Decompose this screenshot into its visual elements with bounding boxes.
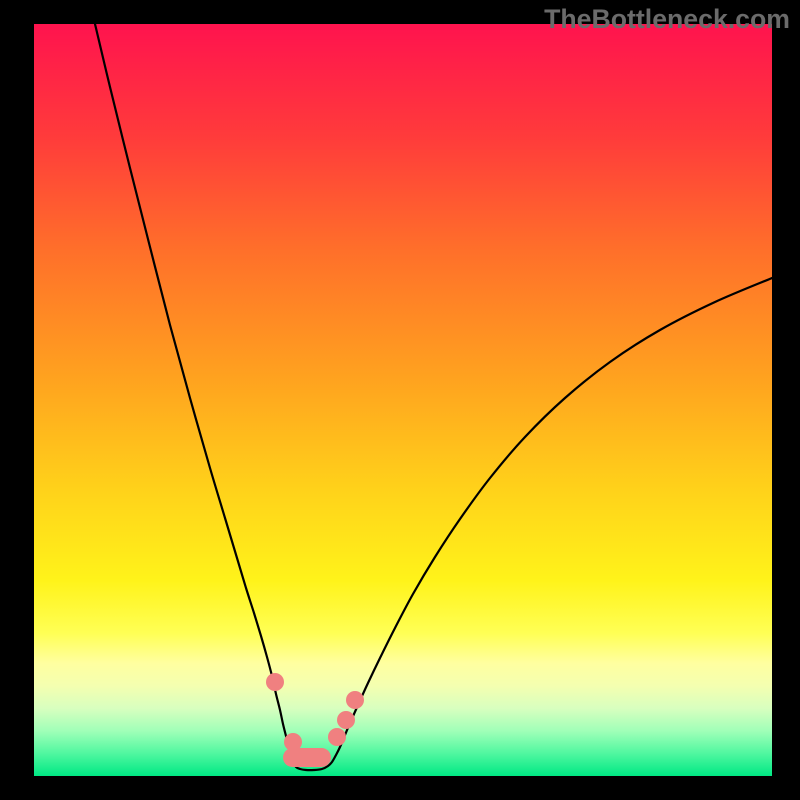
curve-marker (337, 711, 355, 729)
curve-marker (328, 728, 346, 746)
curve-marker (266, 673, 284, 691)
watermark-text: TheBottleneck.com (544, 4, 790, 35)
chart-canvas: TheBottleneck.com (0, 0, 800, 800)
curve-bottom-bar (283, 748, 331, 767)
plot-area (34, 24, 772, 776)
chart-svg (0, 0, 800, 800)
plot-gradient-background (34, 24, 772, 776)
curve-marker (346, 691, 364, 709)
